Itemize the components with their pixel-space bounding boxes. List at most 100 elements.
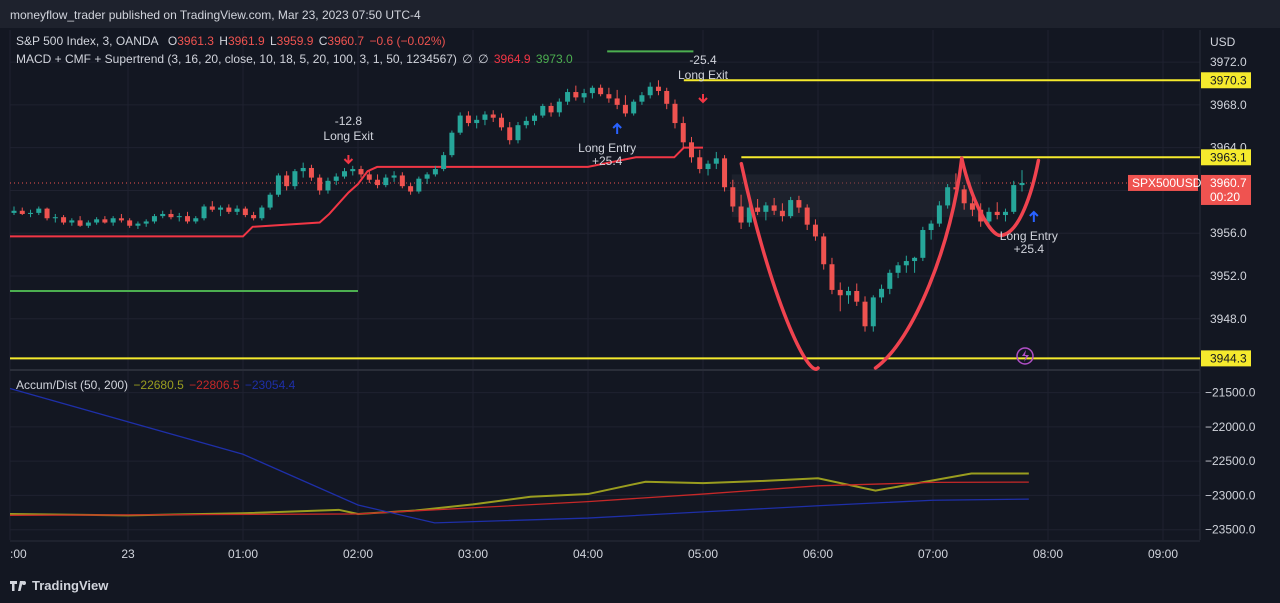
time-tick-3: 02:00 <box>343 547 373 561</box>
candle-body-24 <box>209 206 215 210</box>
candle-body-12 <box>110 218 116 223</box>
candle-body-1 <box>19 210 25 214</box>
ad-name[interactable]: Accum/Dist (50, 200) <box>16 378 129 392</box>
candle-body-10 <box>94 219 100 223</box>
candle-body-73 <box>614 98 620 105</box>
price-pane-bg <box>10 30 1200 368</box>
candle-body-88 <box>738 206 744 223</box>
time-tick-6: 05:00 <box>688 547 718 561</box>
candle-body-84 <box>705 163 711 170</box>
candle-body-92 <box>771 205 777 211</box>
candle-body-49 <box>416 178 422 192</box>
alert-lightning-bolt <box>1022 350 1029 362</box>
indicator-val-4: 3973.0 <box>535 52 573 66</box>
candle-body-3 <box>36 208 42 213</box>
candle-body-33 <box>284 175 290 187</box>
candle-body-91 <box>763 205 769 212</box>
time-tick-10: 09:00 <box>1148 547 1178 561</box>
candle-body-94 <box>788 200 794 217</box>
exit-arrow-icon-2 <box>698 94 708 104</box>
symbol-name[interactable]: S&P 500 Index, 3, OANDA <box>16 34 159 48</box>
signal-label-2: Long Exit <box>678 68 729 82</box>
price-tick-5: 3952.0 <box>1210 269 1247 283</box>
high-label: H <box>219 34 228 48</box>
price-tick-1: 3968.0 <box>1210 98 1247 112</box>
candle-body-87 <box>730 187 736 207</box>
candle-body-51 <box>432 169 438 175</box>
time-tick-4: 03:00 <box>458 547 488 561</box>
candle-body-118 <box>986 211 992 222</box>
signal-value-1: +25.4 <box>592 154 623 168</box>
footer-brand[interactable]: TradingView <box>10 578 108 593</box>
candle-body-100 <box>837 289 843 296</box>
ad-val-2: −22806.5 <box>189 378 240 392</box>
candle-body-38 <box>325 180 331 191</box>
candle-body-120 <box>1002 211 1008 216</box>
cup-shade <box>731 174 981 218</box>
candle-body-18 <box>160 213 166 217</box>
candle-body-68 <box>573 92 579 98</box>
ad-pane-bg <box>10 372 1200 540</box>
candle-body-119 <box>994 211 1000 216</box>
cup-right <box>873 156 964 370</box>
candle-body-14 <box>127 220 133 226</box>
symbol-tag-bg <box>1128 174 1198 191</box>
price-tick-4: 3956.0 <box>1210 226 1247 240</box>
candle-body-23 <box>201 206 207 219</box>
candle-body-106 <box>887 272 893 289</box>
time-tick-9: 08:00 <box>1033 547 1063 561</box>
ad-val-1: −22680.5 <box>133 378 184 392</box>
tradingview-logo-icon <box>10 580 26 591</box>
ad-tick-2: −22500.0 <box>1205 454 1256 468</box>
alert-lightning-icon <box>1016 347 1034 365</box>
ad-series-1 <box>9 481 1029 516</box>
candle-body-16 <box>143 221 149 224</box>
candle-body-32 <box>275 175 281 195</box>
candle-body-111 <box>928 223 934 231</box>
candle-body-62 <box>523 120 529 126</box>
candle-body-41 <box>350 169 356 172</box>
candle-body-60 <box>507 127 513 141</box>
candle-body-97 <box>812 224 818 237</box>
candle-body-74 <box>622 104 628 114</box>
candle-body-58 <box>490 114 496 118</box>
candle-body-19 <box>168 213 174 218</box>
indicator-name[interactable]: MACD + CMF + Supertrend (3, 16, 20, clos… <box>16 52 457 66</box>
candle-body-113 <box>945 187 951 206</box>
currency-label: USD <box>1210 35 1236 49</box>
ad-val-3: −23054.4 <box>244 378 296 392</box>
candle-body-15 <box>135 223 141 226</box>
cup-left <box>739 161 820 371</box>
candle-body-75 <box>631 101 637 114</box>
candle-body-72 <box>606 94 612 99</box>
candle-body-5 <box>52 217 58 219</box>
publisher-line: moneyflow_trader published on TradingVie… <box>10 8 421 22</box>
candle-body-96 <box>804 207 810 225</box>
signal-value-3: +25.4 <box>1014 242 1045 256</box>
candle-body-93 <box>779 210 785 217</box>
candle-body-55 <box>465 115 471 124</box>
high-value: 3961.9 <box>227 34 265 48</box>
low-label: L <box>269 34 277 48</box>
candle-body-53 <box>449 132 455 156</box>
ad-tick-4: −23500.0 <box>1205 523 1256 537</box>
candle-body-11 <box>102 219 108 223</box>
indicator-val-1: ∅ <box>462 52 473 66</box>
candle-body-26 <box>226 207 232 212</box>
ohlc-legend: S&P 500 Index, 3, OANDA O3961.3 H3961.9 … <box>16 34 448 48</box>
candle-body-83 <box>697 157 703 170</box>
candle-body-103 <box>862 301 868 327</box>
candle-body-0 <box>11 210 17 213</box>
price-tick-6: 3948.0 <box>1210 312 1247 326</box>
candle-body-102 <box>854 290 860 302</box>
candle-body-86 <box>722 158 728 188</box>
footer-brand-text: TradingView <box>32 578 109 593</box>
candle-body-20 <box>176 216 182 218</box>
candle-body-40 <box>341 171 347 177</box>
candle-body-34 <box>292 171 298 187</box>
candle-body-105 <box>879 288 885 298</box>
time-tick-0: :00 <box>10 547 27 561</box>
level-tag-0: 3970.3 <box>1210 73 1247 87</box>
ad-tick-1: −22000.0 <box>1205 420 1256 434</box>
